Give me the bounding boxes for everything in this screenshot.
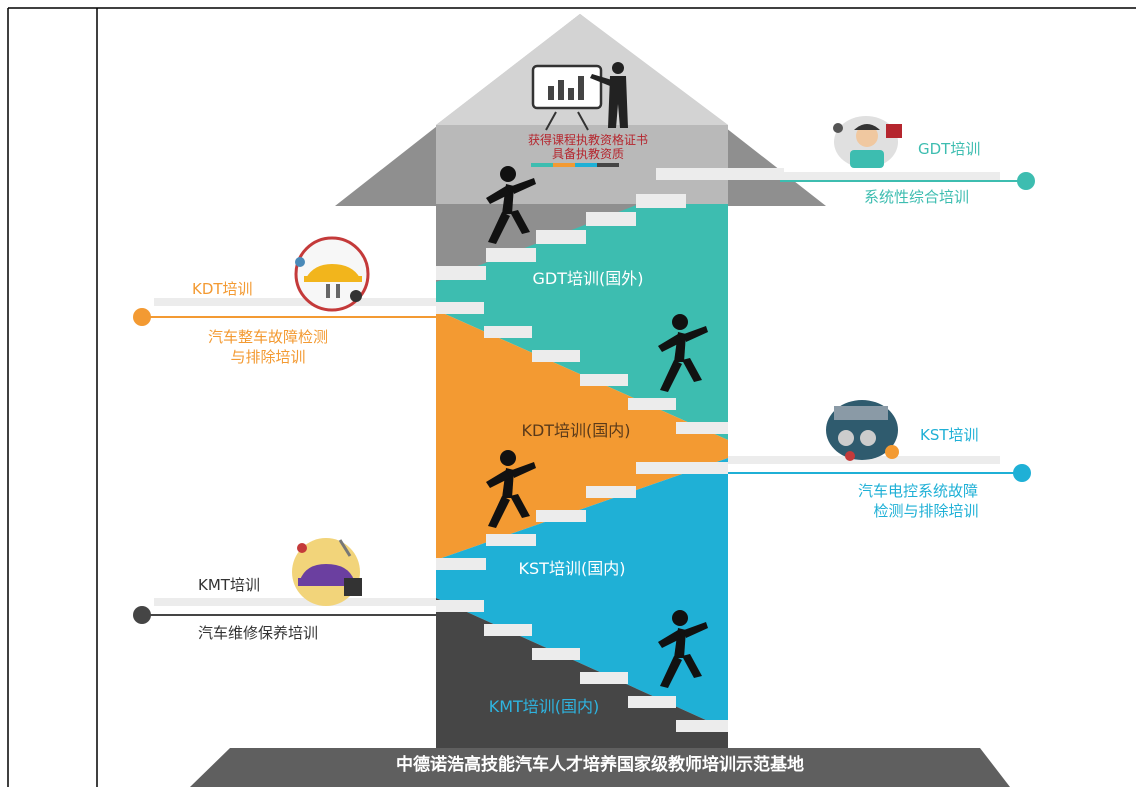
engine-gears-icon [826,400,899,461]
step-label-kst: KST培训(国内) [519,559,626,578]
roof-color-bar [531,163,619,167]
lower-staircase-steps [436,462,728,570]
kmt-title: KMT培训 [198,576,260,594]
step-label-kdt: KDT培训(国内) [521,421,630,440]
middle-staircase-steps [436,302,728,434]
car-repair-icon [292,538,362,606]
kst-desc-line1: 汽车电控系统故障 [858,482,978,500]
kst-title: KST培训 [920,426,979,444]
step-label-kmt: KMT培训(国内) [489,697,600,716]
kmt-desc: 汽车维修保养培训 [198,624,318,642]
gdt-title: GDT培训 [918,140,980,158]
kst-desc-line2: 检测与排除培训 [873,502,978,520]
callout-gdt: GDT培训 系统性综合培训 [780,116,1035,206]
kdt-title: KDT培训 [192,280,253,298]
band-gdt [436,204,728,440]
callout-kdt: KDT培训 汽车整车故障检测 与排除培训 [133,236,436,366]
gdt-desc: 系统性综合培训 [864,188,969,206]
step-label-gdt: GDT培训(国外) [533,269,644,288]
roof-line1: 获得课程执教资格证书 [528,132,648,147]
base-title: 中德诺浩高技能汽车人才培养国家级教师培训示范基地 [396,754,804,775]
car-lift-icon [294,236,370,312]
callout-kst: KST培训 汽车电控系统故障 检测与排除培训 [728,400,1031,520]
base-platform [190,748,1010,787]
technician-icon [833,116,902,168]
callout-kmt: KMT培训 汽车维修保养培训 [133,538,436,642]
band-kst [436,458,728,730]
roof-line2: 具备执教资质 [552,146,624,161]
presenter-icon [531,62,628,131]
bottom-staircase-steps [436,600,728,732]
upper-staircase-steps [436,168,784,280]
kdt-desc-line1: 汽车整车故障检测 [208,328,328,346]
kdt-desc-line2: 与排除培训 [230,348,305,366]
